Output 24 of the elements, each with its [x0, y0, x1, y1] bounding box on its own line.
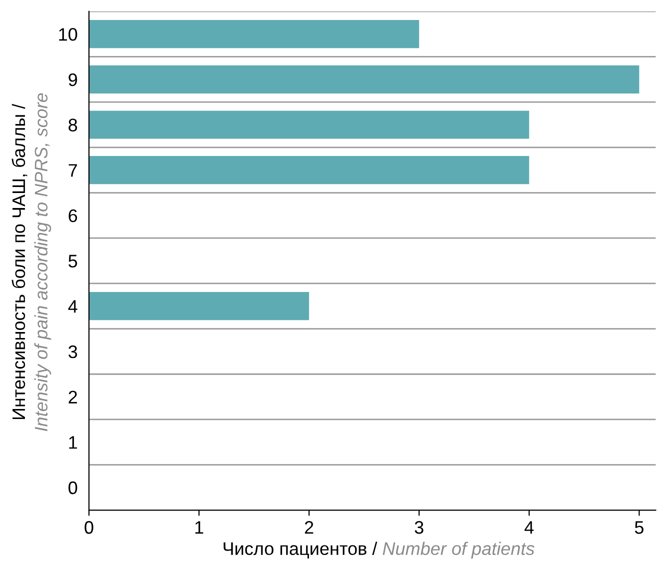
y-tick-label: 0 [68, 481, 78, 494]
y-tick-label: 3 [68, 345, 78, 358]
x-tick-label: 1 [195, 521, 204, 534]
x-tick-label: 4 [524, 521, 534, 534]
y-axis-title: Интенсивность боли по ЧАШ, баллы / Intensity of pain according to NPRS, score [12, 93, 52, 432]
x-tick-label: 2 [304, 521, 314, 534]
y-tick-label: 2 [68, 390, 77, 404]
y-tick-label: 1 [69, 436, 77, 449]
y-tick-label: 10 [59, 28, 78, 41]
bar [88, 292, 310, 320]
y-tick-label: 9 [68, 73, 77, 86]
y-tick-label: 7 [68, 164, 77, 177]
y-tick-label: 4 [68, 300, 78, 313]
x-tick-label: 3 [414, 521, 424, 534]
y-tick-label: 6 [68, 209, 78, 222]
y-tick-label: 8 [68, 118, 78, 132]
y-tick-label: 5 [68, 254, 78, 268]
x-axis-title: Число пациентов / Number of patients [224, 542, 534, 559]
bar [88, 156, 530, 184]
bar [88, 110, 530, 139]
bar [88, 65, 640, 94]
bar [88, 20, 420, 48]
x-tick-label: 5 [634, 521, 644, 534]
x-tick-label: 0 [84, 521, 94, 534]
